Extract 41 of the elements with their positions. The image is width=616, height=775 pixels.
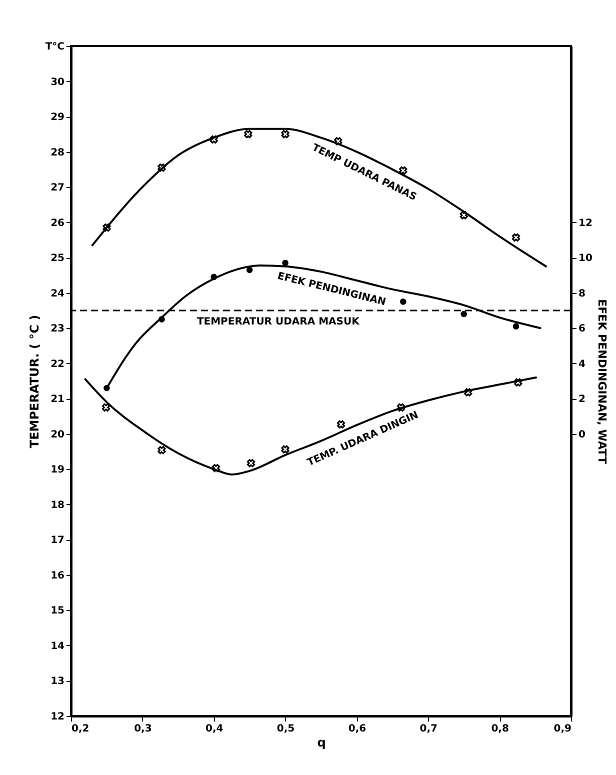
ref-line-label: TEMPERATUR UDARA MASUK — [196, 316, 361, 328]
y2-tick-label: 10 — [578, 253, 592, 264]
x-tick-label: 0,5 — [276, 724, 295, 734]
y-tick-label: 23 — [50, 324, 65, 335]
x-tick-label: 0,9 — [554, 724, 572, 734]
x-tick-label: 0,3 — [134, 724, 152, 734]
y-tick-label: 26 — [50, 218, 65, 229]
y2-tick-label: 8 — [578, 288, 586, 300]
y-tick-label: 17 — [50, 535, 65, 546]
x-tick-label: 0,2 — [72, 724, 90, 734]
line-series — [84, 376, 537, 476]
y2-tick-label: 6 — [578, 324, 586, 335]
y-tick-label: 24 — [50, 288, 65, 300]
y-tick-label: 18 — [50, 500, 65, 511]
y-tick-label: 22 — [50, 358, 65, 370]
x-tick-label: 0,8 — [491, 724, 509, 734]
y-tick-label: 12 — [50, 712, 65, 722]
y-tick-label: 14 — [50, 640, 65, 652]
x-axis-title: q — [317, 736, 326, 750]
y-tick-label: 30 — [50, 76, 65, 88]
x-tick-label: 0,4 — [206, 724, 224, 734]
y2-tick-label: 12 — [578, 218, 592, 229]
y-tick-label: 19 — [50, 464, 65, 476]
y2-tick-label: 2 — [578, 394, 586, 406]
y-tick-label: 21 — [50, 394, 65, 406]
y-tick-label: 13 — [50, 676, 65, 688]
x-tick-label: 0,7 — [420, 724, 438, 734]
y-axis-title: TEMPERATUR. ( °C ) — [27, 314, 42, 448]
y-tick-label: 25 — [50, 253, 65, 264]
y-tick-label: T°C — [45, 42, 64, 52]
y2-axis-title: EFEK PENDINGINAN, WATT — [595, 299, 608, 464]
line-series — [91, 128, 547, 268]
y-tick-label: 27 — [50, 182, 65, 194]
y-tick-label: 20 — [50, 429, 65, 440]
y2-tick-label: 4 — [578, 358, 586, 370]
y-tick-label: 16 — [50, 570, 65, 582]
y-tick-label: 15 — [50, 606, 65, 617]
y2-tick-label: 0 — [578, 429, 586, 440]
y-tick-label: 28 — [50, 147, 65, 158]
y-tick-label: 29 — [50, 112, 65, 124]
x-tick-label: 0,6 — [348, 724, 366, 734]
